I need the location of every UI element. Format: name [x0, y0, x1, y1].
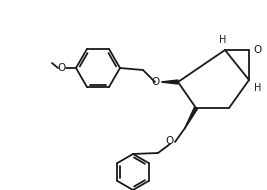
Polygon shape	[185, 107, 198, 128]
Text: H: H	[254, 83, 262, 93]
Text: O: O	[165, 136, 173, 146]
Text: O: O	[151, 77, 159, 87]
Text: O: O	[58, 63, 66, 73]
Text: H: H	[219, 35, 227, 45]
Text: O: O	[254, 45, 262, 55]
Polygon shape	[162, 80, 178, 84]
